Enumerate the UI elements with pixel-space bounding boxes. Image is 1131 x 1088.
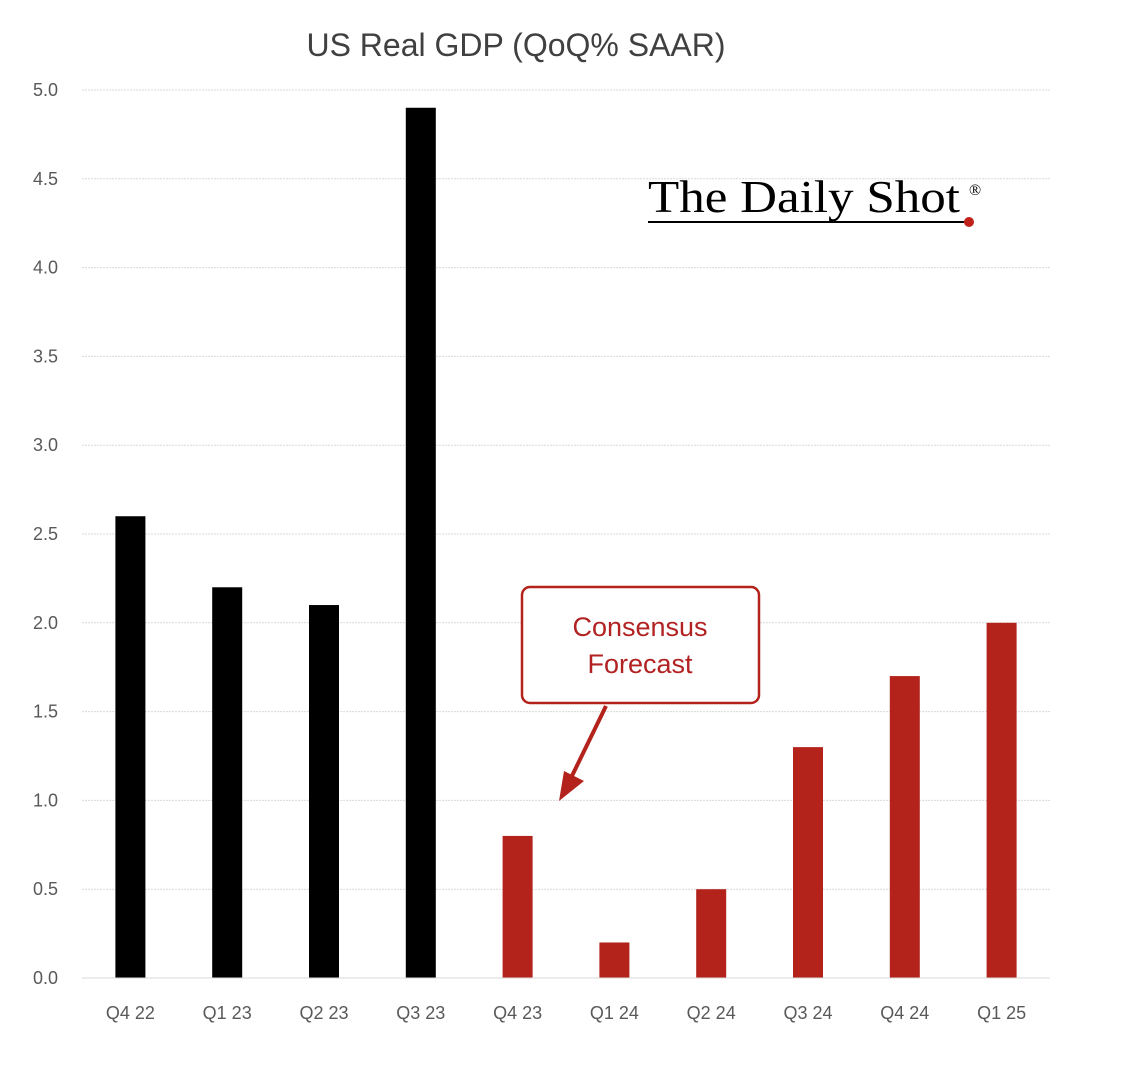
callout-box [520,585,761,705]
bar-q2-24 [696,889,727,978]
bars [82,107,1050,979]
y-tick-label: 2.5 [33,524,58,544]
daily-shot-logo: The Daily Shot ® [648,171,981,227]
y-tick-label: 4.0 [33,258,58,278]
bar-q1-25 [986,622,1017,978]
logo-registered-mark: ® [969,182,981,199]
x-tick-label: Q4 23 [493,1003,542,1023]
callout-line-2: Forecast [587,649,693,679]
bar-q3-23 [405,107,436,978]
x-tick-label: Q3 23 [396,1003,445,1023]
x-tick-label: Q4 22 [106,1003,155,1023]
y-axis-ticks: 0.0 0.5 1.0 1.5 2.0 2.5 3.0 3.5 4.0 4.5 5.0 [33,80,58,988]
x-tick-label: Q2 23 [299,1003,348,1023]
y-tick-label: 3.5 [33,346,58,366]
y-tick-label: 3.0 [33,435,58,455]
bar-q4-22 [115,516,146,978]
y-tick-label: 0.0 [33,968,58,988]
callout-line-1: Consensus [572,612,707,642]
bar-q2-23 [309,605,339,978]
callout-arrow-shaft [568,705,608,781]
y-tick-label: 5.0 [33,80,58,100]
consensus-forecast-callout: Consensus Forecast [520,585,761,801]
bar-q1-24 [599,942,630,978]
callout-arrow-head [559,771,584,801]
x-tick-label: Q1 24 [590,1003,639,1023]
y-tick-label: 4.5 [33,169,58,189]
bar-q4-24 [889,676,920,978]
logo-red-dot [964,217,974,227]
x-tick-label: Q1 23 [203,1003,252,1023]
x-tick-label: Q3 24 [783,1003,832,1023]
y-tick-label: 1.0 [33,790,58,810]
bar-q3-24 [793,747,823,978]
y-tick-label: 1.5 [33,702,58,722]
x-tick-label: Q4 24 [880,1003,929,1023]
y-tick-label: 0.5 [33,879,58,899]
x-tick-label: Q1 25 [977,1003,1026,1023]
chart-title: US Real GDP (QoQ% SAAR) [306,27,725,63]
bar-q1-23 [212,587,243,978]
bar-q4-23 [502,835,533,978]
x-tick-label: Q2 24 [687,1003,736,1023]
logo-wordmark: The Daily Shot [648,171,960,222]
y-tick-label: 2.0 [33,613,58,633]
x-axis-ticks: Q4 22 Q1 23 Q2 23 Q3 23 Q4 23 Q1 24 Q2 24 Q3 24… [106,1003,1026,1023]
